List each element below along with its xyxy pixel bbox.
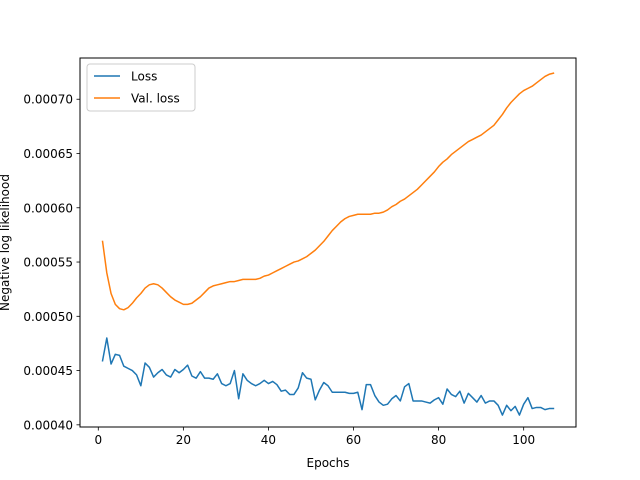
y-tick-label: 0.00060 bbox=[23, 201, 73, 215]
x-axis-label: Epochs bbox=[307, 456, 350, 470]
y-tick-label: 0.00050 bbox=[23, 310, 73, 324]
y-tick-label: 0.00065 bbox=[23, 147, 73, 161]
y-tick-label: 0.00040 bbox=[23, 418, 73, 432]
series-line-loss bbox=[101, 337, 555, 416]
y-tick-label: 0.00045 bbox=[23, 364, 73, 378]
x-tick-label: 80 bbox=[431, 433, 446, 447]
y-axis-label: Negative log likelihood bbox=[0, 174, 12, 311]
legend: Loss Val. loss bbox=[86, 63, 196, 112]
series-line-val-loss bbox=[101, 72, 555, 311]
axis-ticks: 0 20 40 60 80 100 0.00040 0.00045 0.00050 0.00055… bbox=[23, 93, 535, 447]
x-tick-label: 40 bbox=[261, 433, 276, 447]
legend-label: Val. loss bbox=[131, 92, 180, 106]
legend-label: Loss bbox=[131, 70, 157, 84]
plot-area bbox=[101, 72, 555, 416]
y-tick-label: 0.00055 bbox=[23, 256, 73, 270]
x-tick-label: 0 bbox=[94, 433, 102, 447]
axes-frame bbox=[79, 57, 577, 428]
x-tick-label: 100 bbox=[512, 433, 535, 447]
x-tick-label: 60 bbox=[346, 433, 361, 447]
x-tick-label: 20 bbox=[176, 433, 191, 447]
y-tick-label: 0.00070 bbox=[23, 93, 73, 107]
